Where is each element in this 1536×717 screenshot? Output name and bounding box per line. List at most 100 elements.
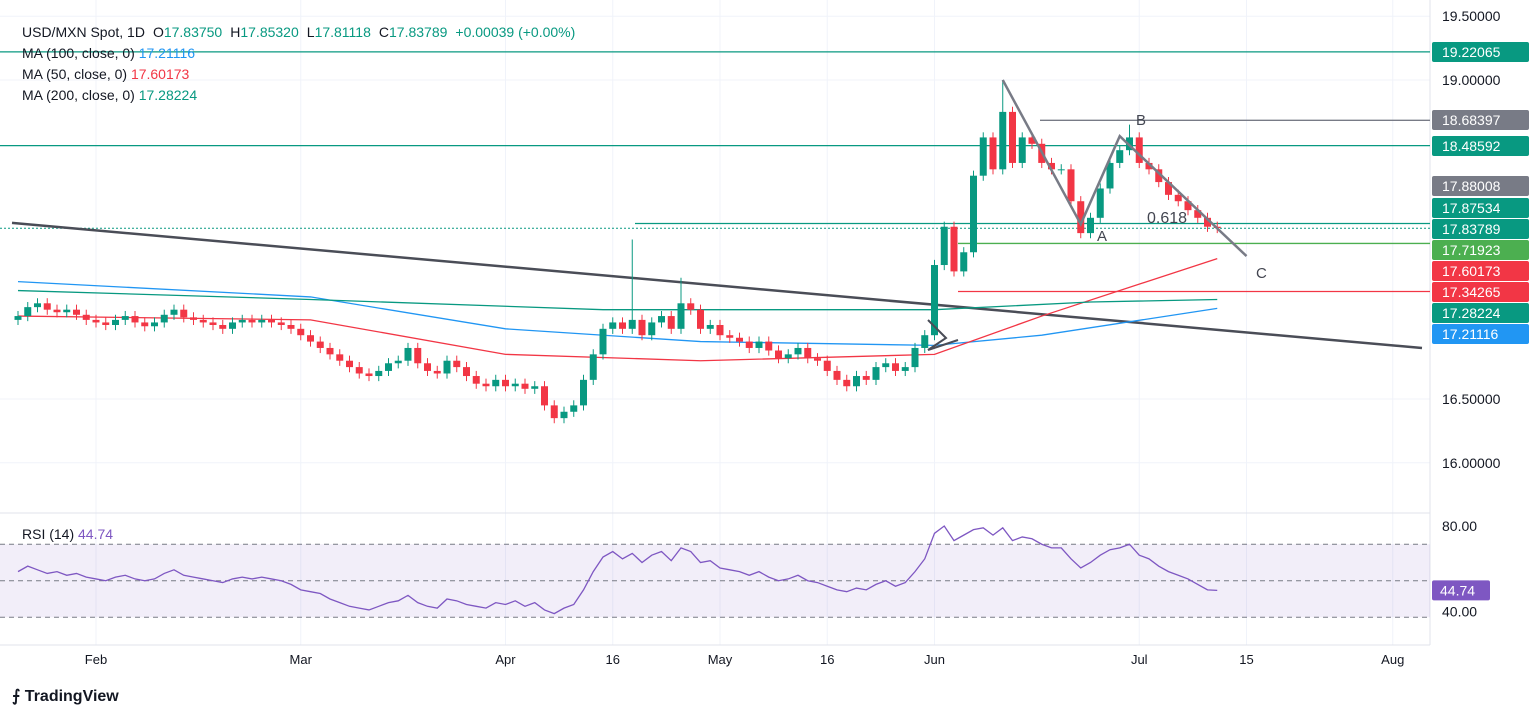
candle-body [394, 360, 402, 364]
high-label: H [230, 24, 241, 40]
y-tick-label: 16.00000 [1442, 455, 1501, 471]
small-pattern-line [927, 319, 959, 351]
open-value: 17.83750 [163, 24, 223, 40]
price-label-badge [1432, 198, 1529, 218]
candle-body [550, 405, 558, 419]
x-tick-label: May [708, 652, 733, 667]
candle-body [960, 252, 968, 272]
candle-body [365, 373, 373, 377]
price-label-badge [1432, 303, 1529, 323]
candle-body [1165, 182, 1172, 195]
ma-value: 17.21116 [138, 45, 196, 61]
candle-body [1067, 169, 1075, 202]
candle-body [1048, 162, 1055, 170]
price-label-badge [1432, 261, 1529, 281]
candle-body [238, 319, 246, 323]
candle-body [404, 347, 412, 361]
candle-body [638, 319, 646, 336]
candle-body [385, 363, 392, 371]
candle-body [482, 383, 490, 387]
close-group: C17.83789 [379, 24, 448, 40]
candle-body [1106, 162, 1114, 189]
candle-body [43, 303, 51, 310]
candle-body [248, 319, 256, 323]
candle-body [229, 322, 236, 329]
candle-body [316, 341, 324, 348]
moving-average-line [17, 280, 1218, 347]
candle-body [131, 316, 139, 323]
candle-body [277, 322, 285, 325]
candle-body [472, 376, 480, 384]
moving-average-line [17, 289, 1218, 311]
rsi-legend[interactable]: RSI (14) 44.74 [22, 526, 113, 542]
open-group: O17.83750 [153, 24, 222, 40]
candle-body [531, 386, 539, 389]
ma50-legend[interactable]: MA (50, close, 0) 17.60173 [22, 66, 189, 82]
x-tick-label: Jun [924, 652, 945, 667]
candle-body [794, 347, 802, 355]
logo-text: TradingView [24, 688, 119, 705]
candle-body [560, 411, 568, 419]
candle-body [931, 265, 938, 336]
candle-body [92, 319, 100, 323]
candle-body [336, 354, 344, 361]
candle-body [1057, 169, 1065, 171]
ma200-legend[interactable]: MA (200, close, 0) 17.28224 [22, 87, 197, 103]
candle-body [814, 358, 821, 361]
candle-body [287, 324, 295, 329]
rsi-label: RSI (14) [22, 526, 75, 542]
candle-body [24, 307, 32, 317]
price-label-text: 17.21116 [1442, 326, 1499, 342]
close-value: 17.83789 [389, 24, 448, 40]
open-label: O [152, 24, 164, 40]
candle-body [648, 322, 656, 336]
candle-body [268, 319, 275, 323]
candle-body [326, 347, 334, 355]
price-label-badge [1432, 176, 1529, 196]
candle-body [1194, 210, 1202, 218]
candle-body [219, 324, 227, 329]
high-value: 17.85320 [240, 24, 299, 40]
ma100-legend[interactable]: MA (100, close, 0) 17.21116 [22, 45, 195, 61]
price-label-text: 17.83789 [1442, 221, 1501, 237]
abc-pattern-line [1001, 79, 1248, 257]
candle-body [112, 319, 119, 325]
price-label-badge [1432, 42, 1529, 62]
candle-body [979, 137, 987, 176]
candle-body [706, 324, 714, 329]
candle-body [53, 309, 61, 313]
candle-body [745, 341, 753, 348]
high-group: H17.85320 [230, 24, 299, 40]
low-group: L17.81118 [307, 24, 371, 40]
rsi-value-badge [1432, 580, 1490, 601]
wave-label-c: C [1256, 265, 1267, 282]
candle-body [199, 319, 207, 323]
candle-body [1174, 194, 1182, 202]
candle-body [1135, 137, 1143, 163]
rsi-tick-label: 40.00 [1442, 603, 1477, 619]
candle-body [989, 137, 997, 170]
candle-body [570, 405, 578, 412]
price-label-badge [1432, 110, 1529, 130]
candle-body [82, 314, 90, 320]
candle-body [141, 322, 149, 327]
ma-label: MA (50, close, 0) [22, 66, 128, 82]
candle-body [346, 360, 353, 368]
candle-body [872, 367, 880, 380]
candle-body [882, 363, 890, 368]
low-value: 17.81118 [314, 24, 371, 40]
tradingview-logo[interactable]: ⨍ TradingView [12, 686, 119, 706]
candle-body [833, 370, 841, 380]
candle-body [414, 347, 422, 364]
candle-body [433, 370, 441, 374]
price-label-badge [1432, 282, 1529, 302]
x-tick-label: 16 [606, 652, 620, 667]
x-tick-label: Mar [290, 652, 313, 667]
candle-body [853, 376, 860, 387]
candle-body [940, 226, 948, 266]
candle-body [355, 367, 363, 374]
candle-body [823, 360, 831, 371]
candle-body [1145, 162, 1153, 170]
